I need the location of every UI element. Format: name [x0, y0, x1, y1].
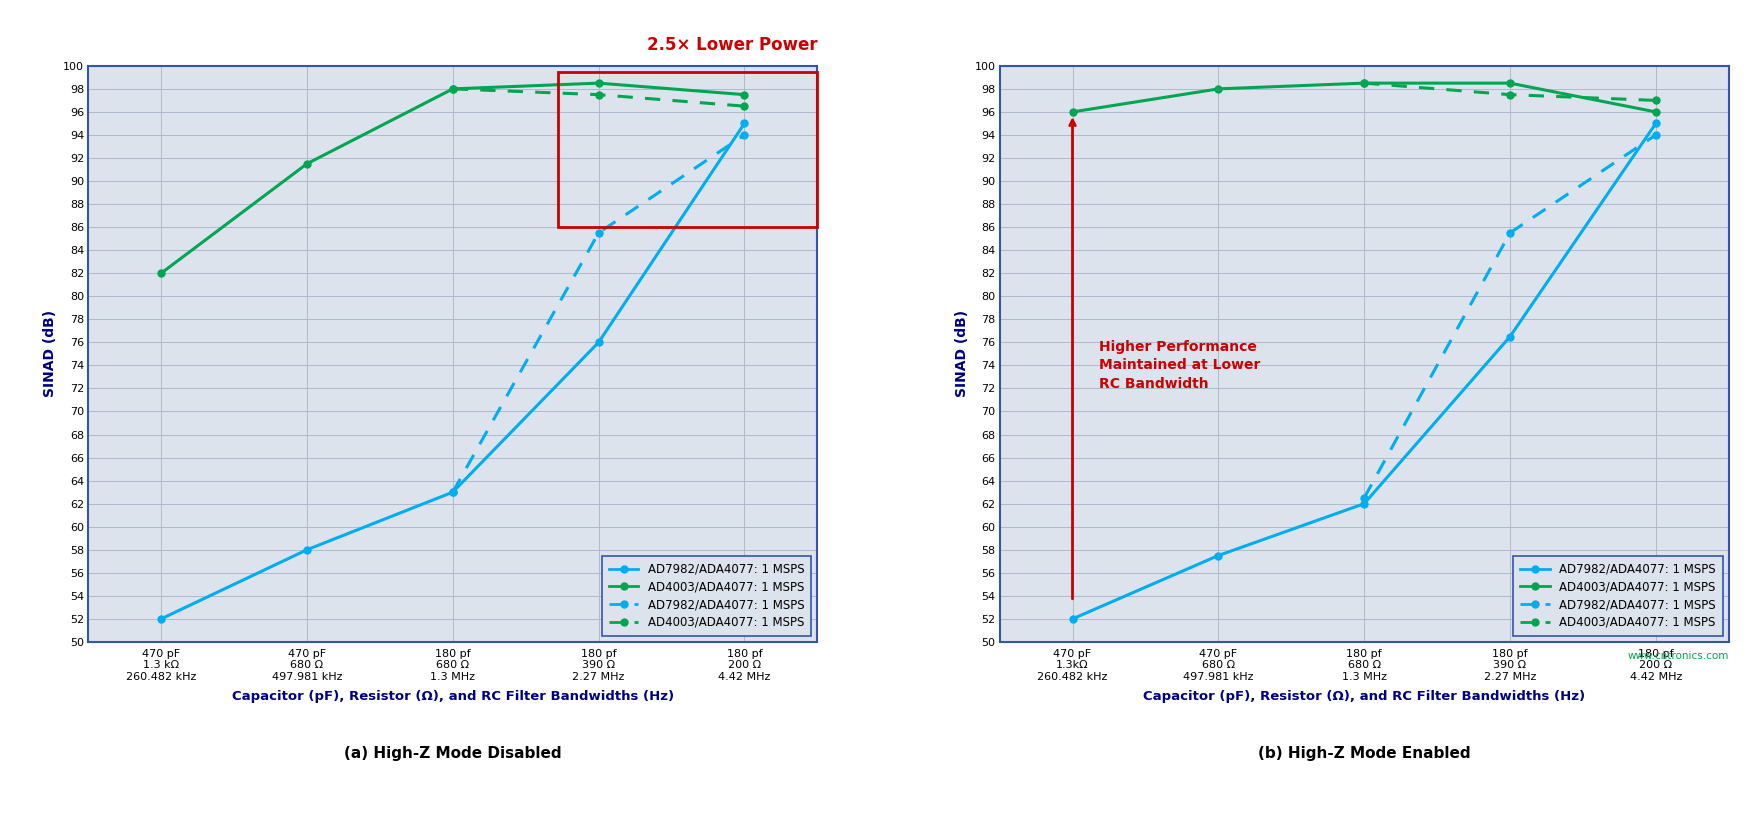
Bar [557, 72, 817, 227]
X-axis label: Capacitor (pF), Resistor (Ω), and RC Filter Bandwidths (Hz): Capacitor (pF), Resistor (Ω), and RC Fil… [1143, 690, 1586, 704]
Legend: AD7982/ADA4077: 1 MSPS, AD4003/ADA4077: 1 MSPS, AD7982/ADA4077: 1 MSPS, AD4003/A: AD7982/ADA4077: 1 MSPS, AD4003/ADA4077: … [602, 556, 811, 636]
Legend: AD7982/ADA4077: 1 MSPS, AD4003/ADA4077: 1 MSPS, AD7982/ADA4077: 1 MSPS, AD4003/A: AD7982/ADA4077: 1 MSPS, AD4003/ADA4077: … [1514, 556, 1723, 636]
Y-axis label: SINAD (dB): SINAD (dB) [954, 310, 968, 398]
Text: 2.5× Lower Power: 2.5× Lower Power [647, 36, 817, 54]
Title: (b) High-Z Mode Enabled: (b) High-Z Mode Enabled [1258, 746, 1471, 760]
Y-axis label: SINAD (dB): SINAD (dB) [44, 310, 58, 398]
Title: (a) High-Z Mode Disabled: (a) High-Z Mode Disabled [344, 746, 561, 760]
X-axis label: Capacitor (pF), Resistor (Ω), and RC Filter Bandwidths (Hz): Capacitor (pF), Resistor (Ω), and RC Fil… [231, 690, 674, 704]
Text: Higher Performance
Maintained at Lower
RC Bandwidth: Higher Performance Maintained at Lower R… [1099, 340, 1259, 391]
Text: www.cntronics.com: www.cntronics.com [1628, 651, 1729, 661]
